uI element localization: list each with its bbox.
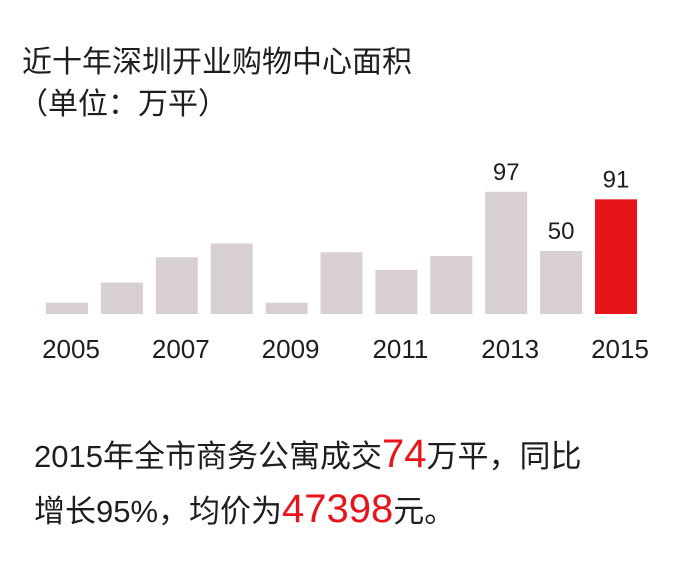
caption-text: 增长95%，均价为: [34, 494, 283, 529]
x-tick-label: 2009: [262, 334, 320, 364]
bar: [430, 256, 473, 314]
bar: [595, 199, 637, 314]
bar: [210, 243, 253, 314]
value-label: 91: [603, 166, 630, 193]
caption-text: 万平，同比: [426, 439, 582, 474]
chart-title: 近十年深圳开业购物中心面积: [22, 46, 412, 79]
chart: 近十年深圳开业购物中心面积 （单位：万平） 2005 2007 2009 2011 20…: [18, 46, 649, 364]
value-label: 97: [493, 159, 520, 186]
highlight-text: 74: [381, 432, 427, 476]
x-tick-label: 2011: [372, 334, 428, 364]
chart-subtitle: （单位：万平）: [18, 88, 228, 121]
caption-line: 增长95%，均价为47398元。: [34, 483, 581, 538]
bar: [100, 282, 143, 314]
x-tick-label: 2015: [591, 334, 649, 364]
caption-text: 元。: [393, 494, 456, 529]
bar: [265, 302, 308, 314]
value-label: 50: [548, 218, 575, 245]
caption: 2015年全市商务公寓成交74万平，同比 增长95%，均价为47398元。: [34, 428, 581, 538]
bar: [46, 302, 88, 314]
x-tick-label: 2013: [481, 334, 539, 364]
bar: [485, 191, 528, 314]
bar: [320, 252, 363, 314]
caption-text: 2015年全市商务公寓成交: [34, 439, 382, 474]
x-tick-label: 2007: [152, 334, 210, 364]
bar: [375, 269, 418, 314]
highlight-text: 47398: [282, 487, 394, 531]
x-tick-label: 2005: [42, 334, 100, 364]
bar: [155, 257, 198, 314]
caption-line: 2015年全市商务公寓成交74万平，同比: [34, 428, 581, 483]
bar: [540, 251, 583, 314]
